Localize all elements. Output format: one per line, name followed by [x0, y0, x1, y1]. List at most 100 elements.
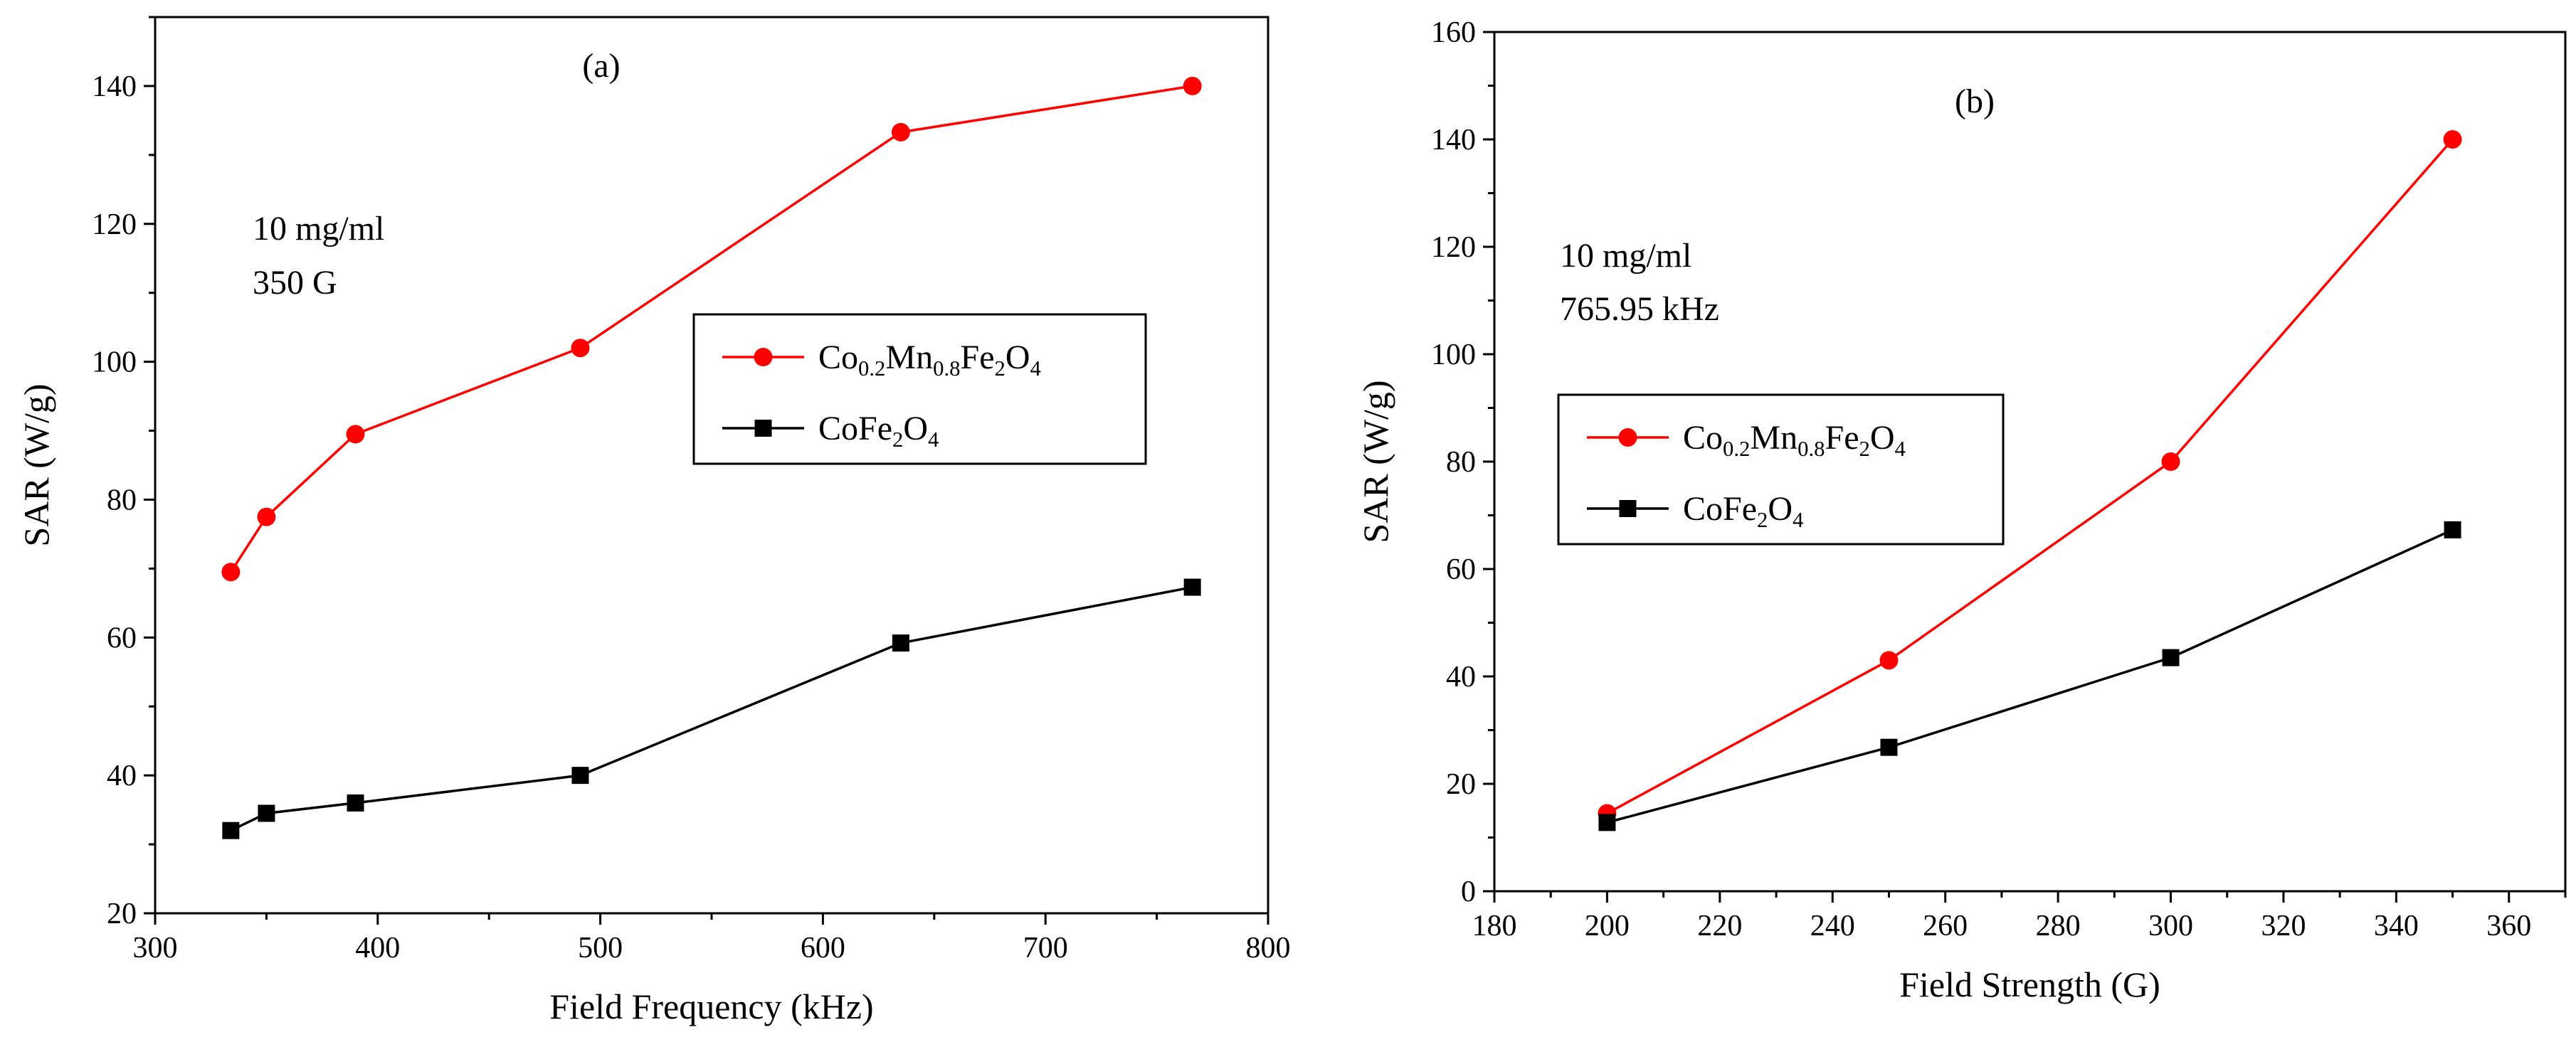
x-tick-label: 340 — [2374, 910, 2419, 942]
annotation-text: 10 mg/ml — [253, 210, 384, 248]
data-point-cmf — [2161, 452, 2180, 471]
formula-subscript: 0.2 — [858, 356, 885, 381]
x-tick-label: 240 — [1810, 910, 1855, 942]
y-tick-label: 60 — [1446, 553, 1476, 586]
formula-text: Fe — [961, 339, 995, 376]
y-tick-label: 80 — [1446, 446, 1476, 479]
y-tick-label: 100 — [1431, 339, 1476, 371]
formula-text: O — [1870, 419, 1895, 457]
data-point-cfo — [2444, 521, 2461, 538]
y-tick-label: 20 — [107, 898, 137, 930]
chart-b: 180 200 220 240 260 280 300 320 340 360 0 20 40 60 80 1… — [1356, 16, 2567, 1004]
data-point-cfo — [258, 804, 275, 822]
formula-text: O — [1005, 339, 1030, 376]
y-tick-label: 0 — [1461, 876, 1476, 908]
formula-subscript: 0.2 — [1723, 437, 1750, 461]
legend-marker-cfo — [754, 420, 772, 437]
x-axis-title: Field Frequency (kHz) — [549, 987, 873, 1026]
formula-subscript: 4 — [928, 427, 939, 452]
panel-label: (b) — [1955, 83, 1995, 120]
formula-text: O — [1768, 490, 1793, 528]
x-axis-title: Field Strength (G) — [1899, 964, 2160, 1004]
x-tick-label: 800 — [1246, 932, 1291, 964]
x-tick-label: 280 — [2036, 910, 2081, 942]
formula-text: Fe — [1825, 419, 1859, 457]
x-tick-label: 220 — [1697, 910, 1742, 942]
x-tick-label: 360 — [2486, 910, 2531, 942]
legend-marker-cmf — [1618, 428, 1637, 447]
formula-subscript: 2 — [1859, 437, 1870, 461]
y-tick-label: 140 — [1431, 124, 1476, 156]
formula-subscript: 4 — [1793, 508, 1803, 532]
y-tick-label: 120 — [92, 208, 137, 241]
legend-label-cfo: CoFe2O4 — [818, 410, 939, 452]
data-point-cfo — [222, 822, 240, 839]
formula-subscript: 4 — [1895, 437, 1906, 461]
formula-subscript: 2 — [995, 356, 1005, 381]
formula-text: Co — [1683, 419, 1723, 457]
formula-subscript: 0.8 — [933, 356, 960, 381]
formula-text: O — [903, 410, 928, 447]
formula-text: CoFe — [1683, 490, 1757, 528]
legend-marker-cfo — [1619, 500, 1637, 517]
data-point-cmf — [1879, 651, 1899, 670]
data-point-cfo — [2162, 649, 2180, 666]
formula-subscript: 2 — [1757, 508, 1768, 532]
annotation-text: 10 mg/ml — [1560, 237, 1691, 275]
panel-label: (a) — [582, 47, 620, 85]
legend-label-cmf: Co0.2Mn0.8Fe2O4 — [818, 339, 1041, 381]
data-point-cfo — [571, 767, 589, 785]
y-tick-label: 40 — [107, 760, 137, 792]
y-tick-label: 60 — [107, 622, 137, 654]
formula-text: Mn — [885, 339, 933, 376]
data-point-cfo — [1598, 814, 1616, 831]
data-point-cfo — [1880, 738, 1898, 756]
y-tick-label: 40 — [1446, 661, 1476, 693]
series-line-cfo — [1606, 528, 2454, 824]
data-point-cfo — [347, 794, 364, 812]
series-line-cmf — [229, 85, 1193, 573]
data-point-cmf — [257, 507, 276, 526]
x-tick-label: 300 — [2148, 910, 2193, 942]
series-line-cmf — [1606, 138, 2454, 815]
legend-marker-cmf — [754, 348, 773, 366]
annotation-text: 350 G — [253, 264, 337, 302]
formula-text: CoFe — [818, 410, 892, 447]
data-point-cmf — [571, 339, 590, 358]
annotation-text: 765.95 kHz — [1560, 290, 1719, 328]
formula-text: Mn — [1750, 419, 1798, 457]
legend-box — [1557, 393, 2005, 546]
x-tick-label: 600 — [801, 932, 845, 964]
data-point-cmf — [891, 122, 910, 142]
data-point-cmf — [221, 563, 241, 582]
data-point-cmf — [2443, 130, 2462, 149]
data-point-cmf — [1183, 76, 1202, 95]
series-line-cfo — [230, 585, 1193, 832]
formula-subscript: 0.8 — [1798, 437, 1825, 461]
legend-box — [692, 313, 1147, 465]
y-axis-title: SAR (W/g) — [1356, 380, 1395, 543]
x-tick-label: 700 — [1023, 932, 1068, 964]
y-tick-label: 20 — [1446, 768, 1476, 801]
formula-subscript: 2 — [892, 427, 903, 452]
y-tick-label: 100 — [92, 346, 137, 379]
x-tick-label: 500 — [578, 932, 623, 964]
y-tick-label: 120 — [1431, 231, 1476, 264]
x-tick-label: 400 — [355, 932, 400, 964]
formula-subscript: 4 — [1030, 356, 1041, 381]
x-tick-label: 320 — [2261, 910, 2306, 942]
y-tick-label: 140 — [92, 70, 137, 103]
y-tick-label: 80 — [107, 484, 137, 516]
formula-text: Co — [818, 339, 858, 376]
chart-a: 300 400 500 600 700 800 20 40 60 80 100 120 140 Field… — [16, 16, 1291, 1026]
data-point-cfo — [1183, 578, 1201, 596]
data-point-cfo — [892, 634, 909, 652]
legend-label-cfo: CoFe2O4 — [1683, 490, 1803, 532]
x-tick-label: 300 — [133, 932, 178, 964]
x-tick-label: 260 — [1923, 910, 1968, 942]
legend-label-cmf: Co0.2Mn0.8Fe2O4 — [1683, 419, 1906, 461]
y-axis-title: SAR (W/g) — [16, 383, 56, 546]
